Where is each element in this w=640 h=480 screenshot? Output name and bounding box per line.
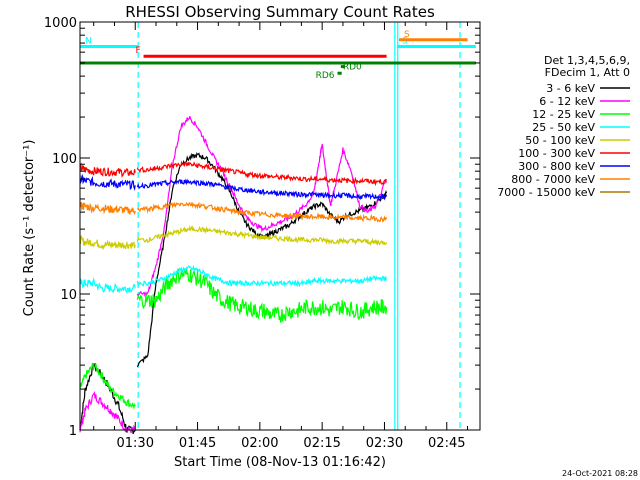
mode-bar-label: F bbox=[136, 46, 141, 56]
legend-entry-label: 3 - 6 keV bbox=[546, 82, 595, 95]
mode-bar-label: S bbox=[402, 37, 408, 47]
legend-entry-label: 12 - 25 keV bbox=[532, 108, 595, 121]
x-tick-label: 02:00 bbox=[241, 436, 278, 451]
series-line-early bbox=[79, 173, 136, 191]
legend-entry-label: 300 - 800 keV bbox=[518, 160, 595, 173]
legend-entry-label: 25 - 50 keV bbox=[532, 121, 595, 134]
x-tick-label: 02:45 bbox=[428, 436, 465, 451]
plot-frame bbox=[79, 21, 481, 431]
series-line-early bbox=[79, 277, 136, 294]
legend-header: FDecim 1, Att 0 bbox=[545, 66, 630, 79]
series-line bbox=[136, 267, 388, 323]
series-line bbox=[136, 115, 388, 298]
series-line-early bbox=[79, 363, 136, 435]
y-axis-label: Count Rate (s⁻¹ detector⁻¹) bbox=[22, 140, 37, 317]
x-tick-label: 02:15 bbox=[303, 436, 340, 451]
y-tick-label: 100 bbox=[52, 152, 77, 167]
x-tick-label: 01:30 bbox=[117, 436, 154, 451]
marker-layer: N SS F RD6 RD0 bbox=[80, 22, 476, 430]
mode-bar-label: RD6 bbox=[316, 71, 335, 81]
legend-entry-label: 6 - 12 keV bbox=[539, 95, 595, 108]
y-tick-label: 1 bbox=[69, 424, 77, 439]
mode-bar-label: N bbox=[85, 37, 92, 47]
series-line bbox=[136, 201, 388, 223]
x-tick-label: 01:45 bbox=[179, 436, 216, 451]
series-line bbox=[136, 178, 388, 201]
y-tick-label: 1000 bbox=[44, 16, 77, 31]
footer-timestamp: 24-Oct-2021 08:28 bbox=[562, 469, 638, 478]
legend-header: Det 1,3,4,5,6,9, bbox=[544, 54, 630, 67]
legend-entry-label: 50 - 100 keV bbox=[525, 134, 595, 147]
series-layer bbox=[79, 115, 388, 435]
axes-layer: 1 10 100 1000 01:30 01:45 02:00 02:15 02:30 02:45 bbox=[44, 16, 481, 451]
mode-bar-label: RD0 bbox=[343, 63, 362, 73]
series-line bbox=[136, 264, 388, 288]
series-line-early bbox=[79, 362, 136, 410]
series-line bbox=[136, 160, 388, 187]
x-tick-label: 02:30 bbox=[366, 436, 403, 451]
series-line-early bbox=[79, 234, 136, 251]
chart-title: RHESSI Observing Summary Count Rates bbox=[125, 3, 435, 21]
x-axis-label: Start Time (08-Nov-13 01:16:42) bbox=[174, 455, 386, 470]
legend: Det 1,3,4,5,6,9,FDecim 1, Att 0 3 - 6 keV… bbox=[497, 54, 630, 199]
legend-entry-label: 100 - 300 keV bbox=[518, 147, 595, 160]
series-line-early bbox=[79, 201, 136, 216]
mode-bar-label: S bbox=[404, 30, 410, 40]
legend-entry-label: 800 - 7000 keV bbox=[511, 173, 595, 186]
series-line bbox=[136, 224, 388, 247]
series-line-early bbox=[79, 162, 136, 178]
y-tick-label: 10 bbox=[60, 288, 77, 303]
series-line-early bbox=[79, 390, 136, 434]
legend-entry-label: 7000 - 15000 keV bbox=[497, 186, 595, 199]
series-line bbox=[136, 152, 388, 368]
